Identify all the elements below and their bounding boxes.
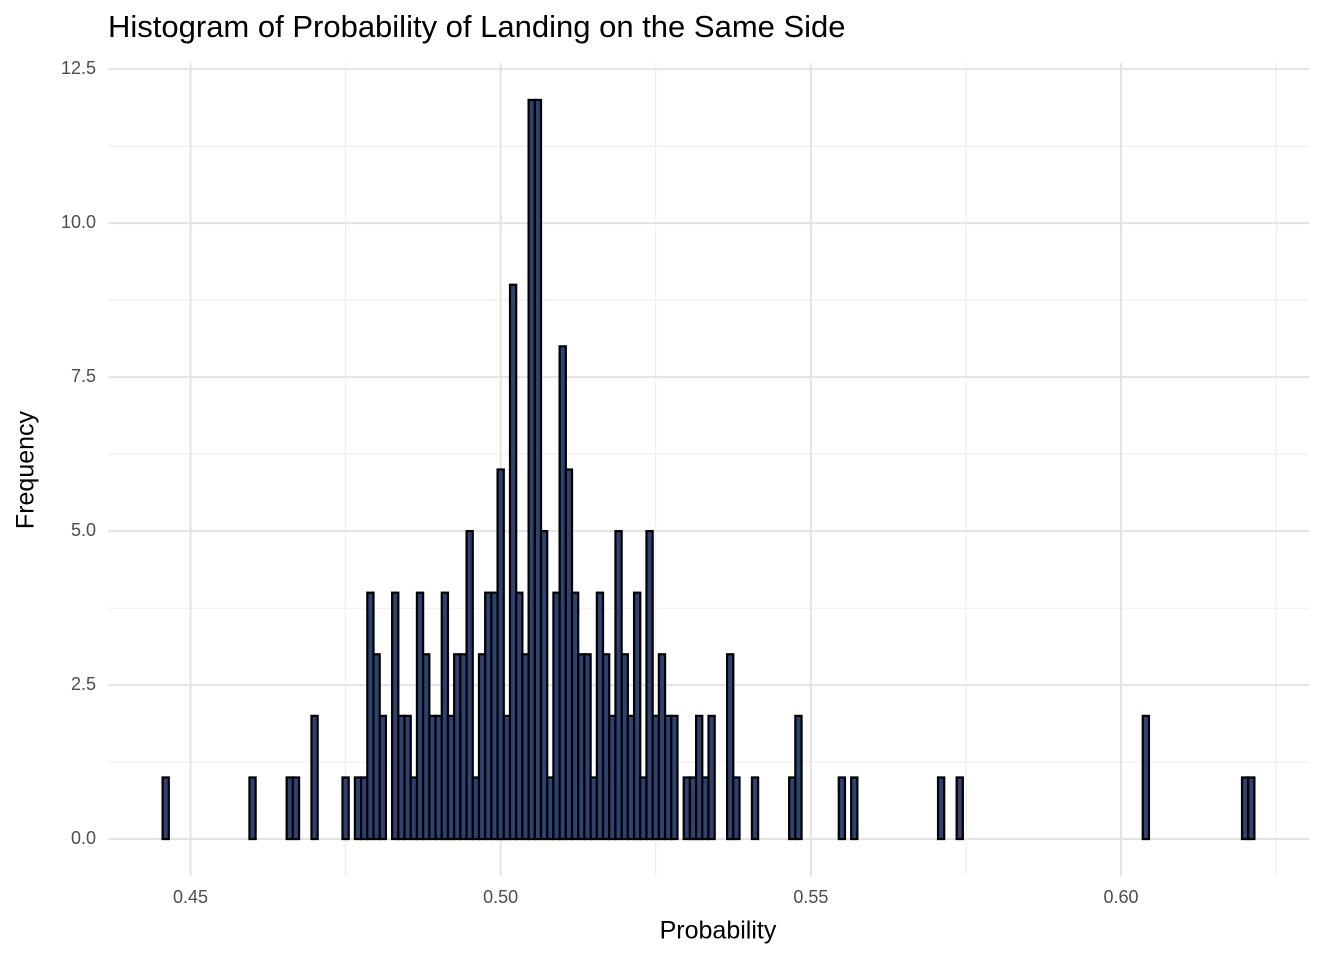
bar — [645, 529, 654, 841]
bar — [248, 776, 257, 841]
y-tick-label: 7.5 — [71, 366, 96, 386]
bar — [583, 653, 592, 841]
bar — [850, 776, 859, 841]
bar — [750, 776, 760, 841]
bar — [707, 714, 716, 841]
y-tick-label: 0.0 — [71, 828, 96, 848]
x-tick-label: 0.60 — [1104, 887, 1139, 907]
bar — [732, 776, 741, 841]
bar — [936, 776, 946, 841]
bar — [670, 714, 679, 841]
bar — [161, 776, 170, 841]
y-axis-label: Frequency — [12, 410, 40, 529]
bar — [632, 591, 642, 841]
bar — [539, 529, 549, 841]
bar — [955, 776, 964, 841]
bar — [341, 776, 350, 841]
x-axis-label: Probability — [660, 917, 777, 945]
bar — [533, 98, 543, 841]
bar — [508, 283, 518, 841]
bar — [837, 776, 847, 841]
x-tick-label: 0.55 — [793, 887, 828, 907]
y-tick-label: 12.5 — [61, 58, 96, 78]
y-tick-label: 5.0 — [71, 520, 96, 540]
bar — [496, 468, 505, 841]
bar — [794, 714, 803, 841]
bar — [291, 776, 301, 841]
bar — [1247, 776, 1256, 841]
bar — [465, 529, 474, 841]
x-tick-label: 0.45 — [173, 887, 208, 907]
chart-title: Histogram of Probability of Landing on t… — [108, 9, 846, 44]
bar — [310, 714, 319, 841]
bar — [726, 653, 735, 841]
bar — [1141, 714, 1151, 841]
bar — [378, 714, 388, 841]
y-tick-label: 2.5 — [71, 674, 96, 694]
x-tick-label: 0.50 — [483, 887, 518, 907]
y-tick-label: 10.0 — [61, 212, 96, 232]
